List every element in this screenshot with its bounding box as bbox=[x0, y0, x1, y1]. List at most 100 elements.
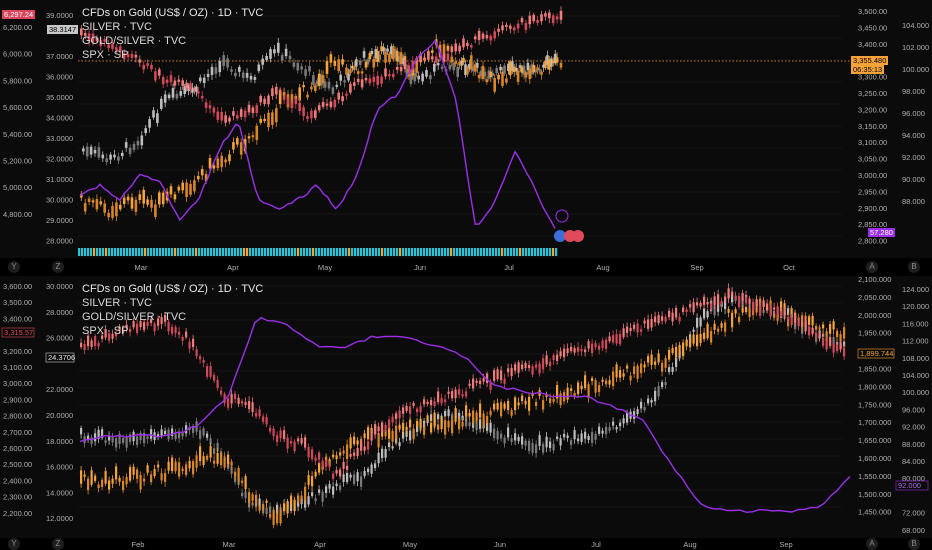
gold-bottom-candle bbox=[507, 400, 510, 411]
indicator-strip-bar bbox=[255, 248, 258, 256]
gold-candle bbox=[431, 50, 434, 53]
gold-bottom-candle bbox=[335, 455, 338, 460]
gold-candle bbox=[376, 51, 379, 62]
spx-candle bbox=[154, 71, 157, 81]
gold-bottom-candle bbox=[510, 410, 513, 416]
gold-bottom-candle bbox=[164, 473, 167, 482]
silver-candle bbox=[491, 72, 495, 76]
top-mid-axis-label: 30.0000 bbox=[46, 196, 73, 205]
bottom-mid-axis-label: 20.0000 bbox=[46, 411, 73, 420]
indicator-strip-bar bbox=[384, 248, 387, 256]
spx-bottom-candle bbox=[811, 327, 814, 334]
y-axis-button-bottom[interactable]: Y bbox=[8, 538, 20, 550]
indicator-strip-bar bbox=[531, 248, 534, 256]
gold-price-badge-bottom bbox=[857, 348, 895, 359]
gold-bottom-candle bbox=[311, 476, 314, 487]
indicator-strip-bar bbox=[417, 248, 420, 256]
spx-candle bbox=[278, 89, 282, 93]
silver-candle bbox=[514, 67, 518, 72]
indicator-strip-bar bbox=[309, 248, 312, 256]
spx-candle bbox=[236, 115, 239, 119]
legend-top-ratio[interactable]: GOLD/SILVER · TVC bbox=[82, 35, 187, 47]
b-axis-button[interactable]: B bbox=[908, 261, 920, 273]
indicator-strip-bar bbox=[291, 248, 294, 256]
spx-bottom-candle bbox=[447, 391, 450, 394]
spx-candle bbox=[512, 27, 516, 31]
legend-bottom-silver[interactable]: SILVER · TVC bbox=[82, 297, 152, 309]
bottom-axis-bar[interactable]: Y Z A B Feb Mar Apr May Jun Jul Aug Sep bbox=[0, 538, 932, 550]
spx-bottom-candle bbox=[297, 438, 300, 442]
silver-candle bbox=[121, 152, 124, 157]
indicator-strip-bar bbox=[474, 248, 477, 256]
indicator-strip-bar bbox=[471, 248, 474, 256]
spx-bottom-candle bbox=[668, 310, 671, 318]
silver-bottom-candle bbox=[636, 409, 639, 415]
gold-candle bbox=[392, 46, 395, 60]
chart-panel-bottom[interactable]: 3,600.00 3,500.00 3,400.00 3,200.00 3,100.00… bbox=[0, 275, 932, 538]
silver-candle bbox=[327, 81, 331, 89]
spx-bottom-candle bbox=[374, 424, 377, 435]
bottom-left-axis-label: 3,000.00 bbox=[3, 379, 32, 388]
gold-bottom-candle bbox=[713, 323, 716, 330]
indicator-strip-bar bbox=[207, 248, 210, 256]
gold-bottom-candle bbox=[584, 375, 587, 388]
gold-price-badge: 3,355.480 bbox=[851, 56, 889, 65]
spx-candle bbox=[181, 80, 184, 86]
indicator-strip-bar bbox=[285, 248, 288, 256]
silver-candle bbox=[339, 74, 342, 81]
indicator-strip-bar bbox=[513, 248, 516, 256]
silver-bottom-candle bbox=[661, 382, 664, 387]
chart-top-canvas[interactable]: 6,200.00 6,000.00 5,800.00 5,600.00 5,400.00… bbox=[0, 0, 932, 258]
indicator-strip-bar bbox=[507, 248, 510, 256]
silver-bottom-candle bbox=[605, 426, 608, 435]
chart-bottom-canvas[interactable]: 3,600.00 3,500.00 3,400.00 3,200.00 3,100.00… bbox=[0, 275, 932, 538]
gold-bottom-candle bbox=[461, 421, 464, 427]
gold-bottom-candle bbox=[419, 418, 422, 428]
indicator-strip-bar bbox=[300, 248, 303, 256]
spx-candle bbox=[290, 103, 294, 109]
silver-bottom-candle bbox=[703, 308, 706, 319]
legend-bottom-spx[interactable]: SPX · SP bbox=[82, 325, 129, 337]
spx-candle bbox=[544, 13, 547, 17]
silver-bottom-candle bbox=[622, 418, 625, 424]
bottom-month-axis: Feb Mar Apr May Jun Jul Aug Sep bbox=[132, 540, 793, 549]
panel-separator[interactable]: Y Z A B Mar Apr May Jun Jul Aug Sep Oct bbox=[0, 258, 932, 276]
y-axis-button[interactable]: Y bbox=[8, 261, 20, 273]
silver-candle bbox=[409, 73, 413, 84]
legend-top-silver[interactable]: SILVER · TVC bbox=[82, 21, 152, 33]
gold-candle bbox=[356, 71, 360, 75]
gold-candle bbox=[516, 70, 520, 82]
gold-bottom-candle bbox=[185, 464, 188, 476]
gold-bottom-candle bbox=[157, 464, 160, 468]
bottom-right-axis-label: 1,450.000 bbox=[858, 508, 891, 517]
a-axis-button-bottom[interactable]: A bbox=[866, 538, 878, 550]
indicator-strip-bar bbox=[231, 248, 234, 256]
spx-bottom-candle bbox=[139, 321, 142, 328]
silver-bottom-candle bbox=[335, 483, 338, 487]
z-axis-button-bottom[interactable]: Z bbox=[52, 538, 64, 550]
spx-candle bbox=[395, 66, 399, 70]
legend-bottom-title[interactable]: CFDs on Gold (US$ / OZ) · 1D · TVC bbox=[82, 283, 264, 295]
gold-candle bbox=[204, 174, 208, 182]
gold-candle bbox=[544, 61, 547, 69]
gold-candle bbox=[271, 112, 274, 125]
legend-top-spx[interactable]: SPX · SP bbox=[82, 49, 129, 61]
b-axis-button-bottom[interactable]: B bbox=[908, 538, 920, 550]
spx-bottom-candle bbox=[489, 381, 492, 390]
silver-bottom-candle bbox=[101, 429, 104, 438]
silver-bottom-candle bbox=[570, 440, 573, 445]
indicator-strip-bar bbox=[333, 248, 336, 256]
z-axis-button[interactable]: Z bbox=[52, 261, 64, 273]
a-axis-button[interactable]: A bbox=[866, 261, 878, 273]
spx-bottom-candle bbox=[647, 319, 650, 329]
legend-bottom-ratio[interactable]: GOLD/SILVER · TVC bbox=[82, 311, 187, 323]
legend-top-title[interactable]: CFDs on Gold (US$ / OZ) · 1D · TVC bbox=[82, 7, 264, 19]
gold-bottom-candle bbox=[433, 412, 436, 426]
indicator-strip-bar bbox=[171, 248, 174, 256]
spx-bottom-candle bbox=[363, 446, 366, 451]
chart-panel-top[interactable]: 6,200.00 6,000.00 5,800.00 5,600.00 5,400.00… bbox=[0, 0, 932, 258]
spx-bottom-candle bbox=[510, 367, 513, 377]
gold-candle bbox=[130, 197, 134, 209]
indicator-strip-bar bbox=[252, 248, 255, 256]
spx-candle bbox=[271, 88, 274, 96]
